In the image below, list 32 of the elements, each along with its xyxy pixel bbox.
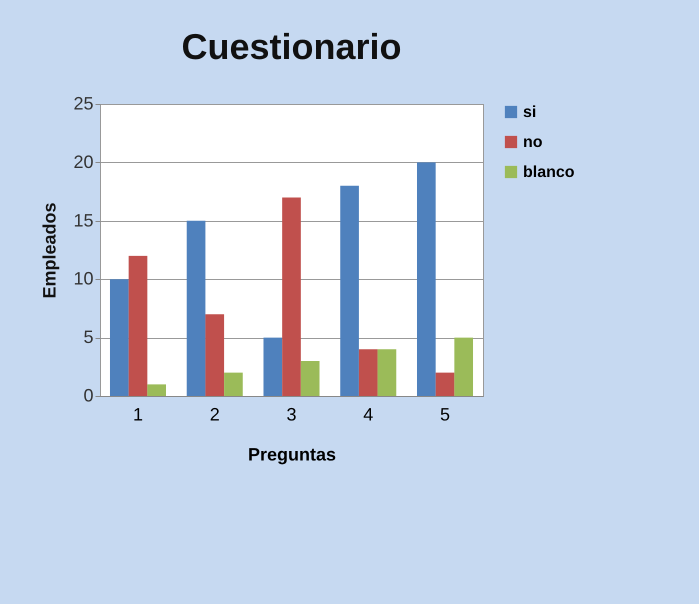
chart-title: Cuestionario xyxy=(181,26,402,67)
bar xyxy=(340,186,359,396)
y-tick-label: 10 xyxy=(73,268,94,289)
bar xyxy=(454,338,474,396)
bar xyxy=(147,384,166,396)
x-tick-label: 1 xyxy=(132,404,143,424)
bar xyxy=(282,197,301,396)
y-tick-label: 0 xyxy=(83,386,94,406)
x-tick-label: 2 xyxy=(210,404,220,424)
y-tick-label: 5 xyxy=(83,327,94,348)
bar xyxy=(128,256,148,396)
legend-label: no xyxy=(523,134,543,151)
bar xyxy=(205,314,224,396)
bar xyxy=(300,360,320,396)
x-tick-label: 3 xyxy=(286,404,297,424)
y-tick-label: 25 xyxy=(73,94,94,114)
bar xyxy=(436,372,454,396)
bar xyxy=(186,220,206,396)
bar xyxy=(110,279,129,396)
bar xyxy=(263,338,282,396)
x-tick-label: 4 xyxy=(363,404,374,424)
legend-label: si xyxy=(523,104,536,121)
legend-label: blanco xyxy=(523,164,575,181)
y-tick-label: 20 xyxy=(73,152,94,172)
bar xyxy=(224,372,243,396)
x-axis-title: Preguntas xyxy=(248,444,336,464)
x-tick-label: 5 xyxy=(440,404,450,424)
bar xyxy=(416,162,436,396)
bar xyxy=(378,349,396,396)
bar xyxy=(358,349,378,396)
y-tick-label: 15 xyxy=(73,210,94,230)
y-axis-title: Empleados xyxy=(39,202,60,299)
